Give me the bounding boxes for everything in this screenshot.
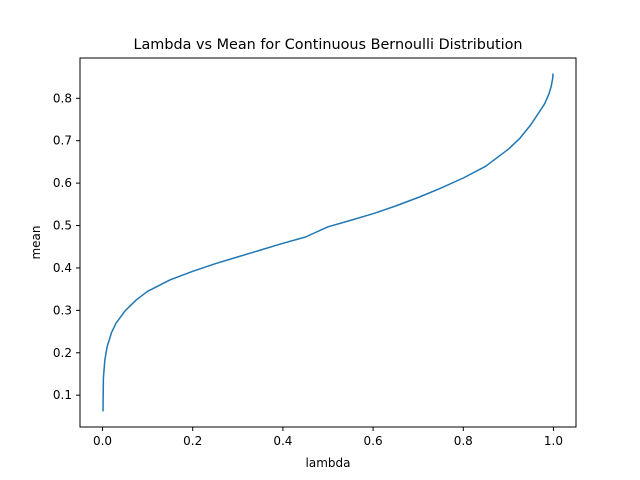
x-tick-label: 0.0	[93, 434, 112, 448]
series-line	[102, 73, 554, 412]
y-tick-label: 0.7	[53, 134, 72, 148]
axes-frame	[79, 57, 577, 428]
chart-title: Lambda vs Mean for Continuous Bernoulli …	[133, 37, 522, 53]
y-tick-label: 0.4	[53, 261, 72, 275]
x-axis-label: lambda	[306, 456, 351, 470]
y-tick-label: 0.2	[53, 346, 72, 360]
y-axis-label: mean	[29, 225, 43, 259]
x-tick-label: 0.6	[364, 434, 383, 448]
x-tick-label: 1.0	[544, 434, 563, 448]
y-tick-label: 0.3	[53, 303, 72, 317]
x-axis: 0.0 0.2 0.4 0.6 0.8 1.0	[93, 427, 563, 448]
x-tick-label: 0.4	[273, 434, 292, 448]
y-tick-label: 0.6	[53, 176, 72, 190]
y-tick-label: 0.1	[53, 388, 72, 402]
x-tick-label: 0.2	[183, 434, 202, 448]
x-tick-label: 0.8	[454, 434, 473, 448]
y-axis: 0.1 0.2 0.3 0.4 0.5 0.6 0.7 0.8	[53, 91, 80, 402]
y-tick-label: 0.5	[53, 219, 72, 233]
plot-area	[102, 73, 554, 412]
y-tick-label: 0.8	[53, 91, 72, 105]
